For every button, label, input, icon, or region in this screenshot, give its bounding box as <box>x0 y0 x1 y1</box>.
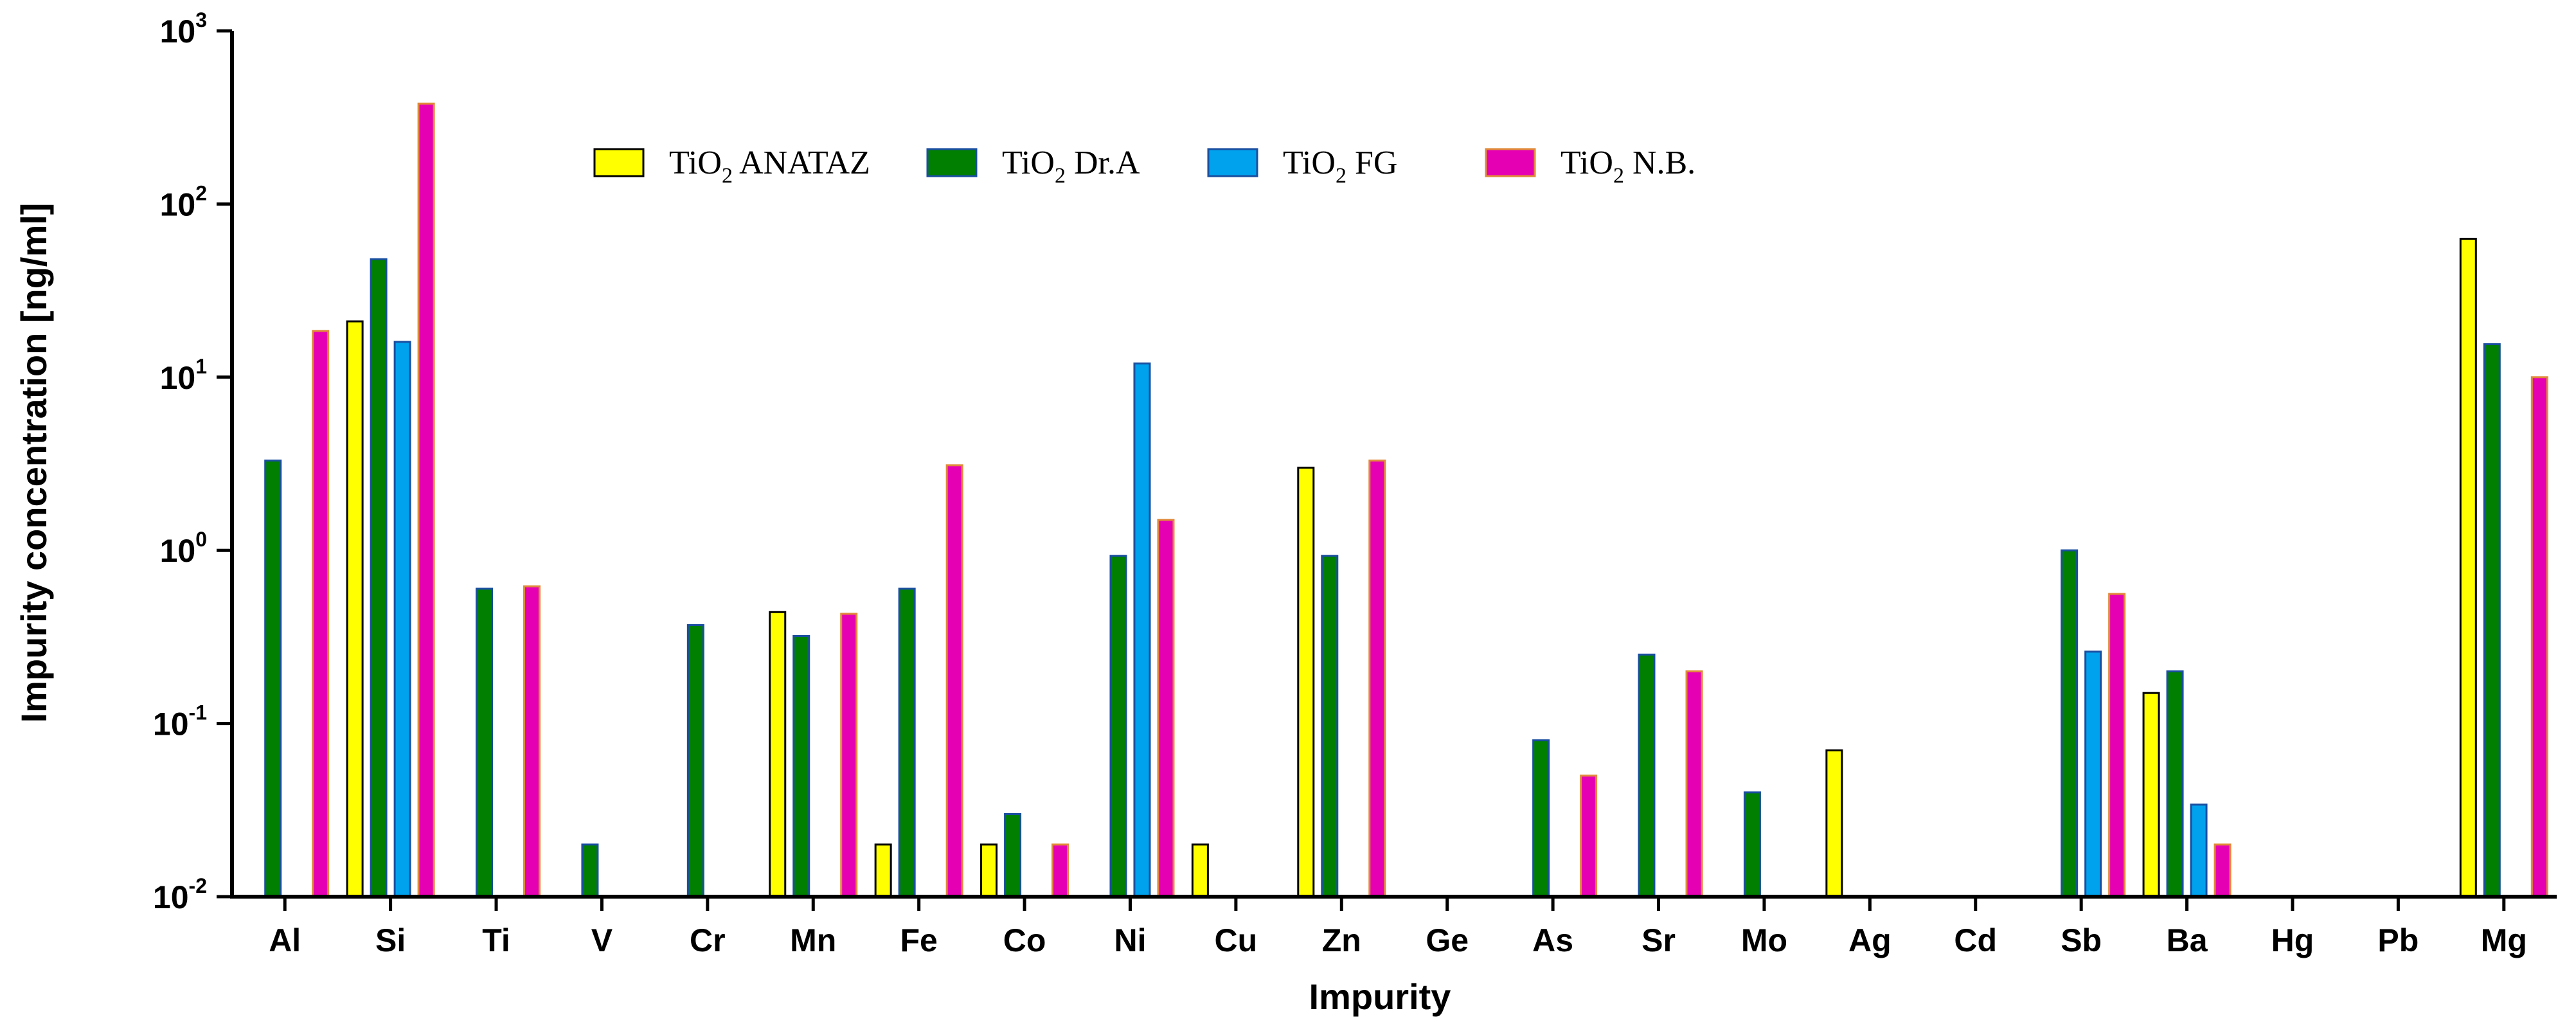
x-tick-label-hg: Hg <box>2271 922 2314 958</box>
x-tick-label-ag: Ag <box>1848 922 1892 958</box>
x-tick-label-si: Si <box>375 922 406 958</box>
bar-ba-tio2-fg <box>2190 803 2208 898</box>
x-tick-label-mn: Mn <box>790 922 836 958</box>
legend-swatch-tio2-fg <box>1207 148 1258 177</box>
bar-mn-tio2-anataz <box>769 611 787 898</box>
bar-ag-tio2-anataz <box>1825 749 1843 898</box>
bar-zn-tio2-anataz <box>1297 467 1315 898</box>
legend-label-tio2-fg: TiO2 FG <box>1283 145 1397 188</box>
y-tick-label: 10-1 <box>153 701 207 742</box>
bar-al-tio2-n-b <box>312 330 330 898</box>
x-tick-label-pb: Pb <box>2377 922 2419 958</box>
bar-zn-tio2-dr-a <box>1321 555 1339 898</box>
bar-sr-tio2-dr-a <box>1638 653 1656 898</box>
bar-co-tio2-n-b <box>1051 843 1069 898</box>
legend-label-tio2-dr-a: TiO2 Dr.A <box>1002 145 1140 188</box>
bar-mg-tio2-n-b <box>2530 376 2548 898</box>
y-tick-label: 100 <box>160 528 207 569</box>
x-tick-label-cr: Cr <box>690 922 726 958</box>
bar-fe-tio2-n-b <box>945 464 963 898</box>
bar-sb-tio2-dr-a <box>2061 549 2079 898</box>
bar-co-tio2-dr-a <box>1004 812 1022 898</box>
bar-si-tio2-anataz <box>346 320 364 898</box>
bar-si-tio2-fg <box>393 341 411 898</box>
bar-mn-tio2-n-b <box>840 613 858 898</box>
bar-cu-tio2-anataz <box>1191 843 1209 898</box>
x-tick-label-mo: Mo <box>1741 922 1787 958</box>
bar-ti-tio2-dr-a <box>476 587 494 898</box>
bar-v-tio2-dr-a <box>581 843 599 898</box>
x-tick-label-ge: Ge <box>1426 922 1469 958</box>
bar-ni-tio2-dr-a <box>1109 555 1127 898</box>
bars-layer <box>264 102 2548 898</box>
bar-co-tio2-anataz <box>980 843 998 898</box>
bar-ba-tio2-dr-a <box>2166 670 2184 898</box>
x-ticks: Al Si Ti V Cr Mn Fe Co Ni Cu Zn Ge As Sr Mo Ag Cd Sb Ba Hg P… <box>269 897 2527 958</box>
x-tick-label-ti: Ti <box>482 922 510 958</box>
x-tick-label-cu: Cu <box>1215 922 1258 958</box>
bar-as-tio2-n-b <box>1580 775 1598 898</box>
legend-label-tio2-anataz: TiO2 ANATAZ <box>669 145 870 188</box>
bar-ti-tio2-n-b <box>523 585 541 898</box>
bar-mg-tio2-anataz <box>2459 237 2477 898</box>
x-tick-label-ni: Ni <box>1114 922 1146 958</box>
bar-ni-tio2-n-b <box>1157 519 1175 898</box>
y-axis-title: Impurity concentration [ng/ml] <box>13 203 54 723</box>
bar-ba-tio2-n-b <box>2214 843 2232 898</box>
bar-mo-tio2-dr-a <box>1743 791 1761 898</box>
legend-swatch-tio2-n-b <box>1485 148 1536 177</box>
x-tick-label-fe: Fe <box>900 922 937 958</box>
bar-mg-tio2-dr-a <box>2483 343 2501 898</box>
x-tick-label-co: Co <box>1003 922 1046 958</box>
legend: TiO2 ANATAZ TiO2 Dr.A TiO2 FG TiO2 N.B. <box>593 145 1695 188</box>
y-tick-label: 10-2 <box>153 874 207 915</box>
bar-sb-tio2-fg <box>2084 650 2102 898</box>
bar-ba-tio2-anataz <box>2142 692 2160 898</box>
legend-swatch-tio2-anataz <box>593 148 645 177</box>
x-tick-label-cd: Cd <box>1954 922 1997 958</box>
y-tick-label: 101 <box>160 355 207 396</box>
y-tick-label: 102 <box>160 181 207 222</box>
x-tick-label-as: As <box>1532 922 1573 958</box>
x-tick-label-al: Al <box>269 922 301 958</box>
bar-al-tio2-dr-a <box>264 460 282 898</box>
bar-si-tio2-dr-a <box>370 258 388 898</box>
bar-as-tio2-dr-a <box>1532 739 1550 898</box>
bar-sr-tio2-n-b <box>1685 670 1703 898</box>
bar-zn-tio2-n-b <box>1368 460 1386 898</box>
x-tick-label-ba: Ba <box>2167 922 2208 958</box>
bar-si-tio2-n-b <box>417 102 435 898</box>
bar-cr-tio2-dr-a <box>686 624 704 898</box>
bar-ni-tio2-fg <box>1133 362 1151 898</box>
bar-fe-tio2-anataz <box>874 843 892 898</box>
y-tick-label: 103 <box>160 8 207 49</box>
bar-sb-tio2-n-b <box>2108 593 2126 898</box>
bar-fe-tio2-dr-a <box>898 587 916 898</box>
bar-mn-tio2-dr-a <box>792 635 810 898</box>
legend-swatch-tio2-dr-a <box>926 148 978 177</box>
x-tick-label-mg: Mg <box>2481 922 2527 958</box>
x-tick-label-sb: Sb <box>2061 922 2102 958</box>
legend-label-tio2-n-b: TiO2 N.B. <box>1561 145 1695 188</box>
x-tick-label-sr: Sr <box>1641 922 1676 958</box>
y-ticks: 10-2 10-1 100 101 102 103 <box>153 8 232 915</box>
axes-layer <box>230 31 2557 899</box>
x-tick-label-v: V <box>591 922 613 958</box>
x-tick-label-zn: Zn <box>1322 922 1361 958</box>
x-axis-title: Impurity <box>1309 976 1451 1017</box>
